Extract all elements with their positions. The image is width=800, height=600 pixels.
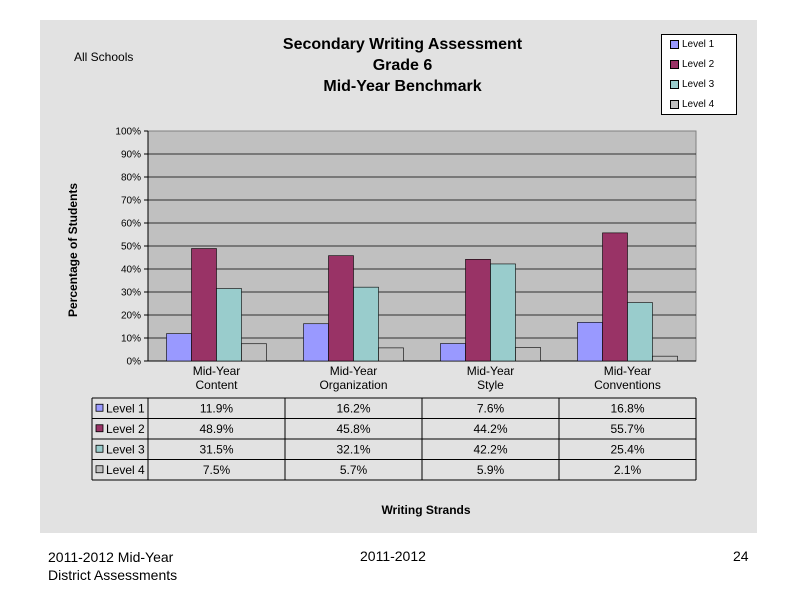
data-label: 5.7% xyxy=(340,463,368,477)
data-label: 55.7% xyxy=(610,422,644,436)
footer-left: 2011-2012 Mid-Year District Assessments xyxy=(48,548,177,584)
legend-swatch-level-1 xyxy=(670,40,679,49)
bar-level-1 xyxy=(440,343,466,362)
footer-left-line-2: District Assessments xyxy=(48,567,178,583)
y-tick-label: 100% xyxy=(115,127,141,138)
legend-item-level-1: Level 1 xyxy=(670,39,714,50)
legend-swatch-level-4 xyxy=(670,100,679,109)
legend-swatch-level-2 xyxy=(670,60,679,69)
bar-level-1 xyxy=(303,323,329,362)
table-row-label: Level 4 xyxy=(106,463,145,477)
data-label: 32.1% xyxy=(336,442,370,456)
table-swatch xyxy=(95,424,104,433)
x-tick-label: Organization xyxy=(319,378,387,392)
data-label: 45.8% xyxy=(336,422,370,436)
chart-title-line-2: Grade 6 xyxy=(372,57,433,74)
data-label: 5.9% xyxy=(477,463,505,477)
legend-label-level-1: Level 1 xyxy=(682,39,715,50)
table-row-label: Level 2 xyxy=(106,422,145,436)
y-tick-label: 60% xyxy=(121,219,141,230)
legend-item-level-3: Level 3 xyxy=(670,79,714,90)
x-tick-label: Conventions xyxy=(594,378,661,392)
data-label: 42.2% xyxy=(473,442,507,456)
legend-label-level-2: Level 2 xyxy=(682,59,715,70)
chart-title-line-1: Secondary Writing Assessment xyxy=(282,36,523,53)
chart-subtitle: All Schools xyxy=(74,50,134,64)
table-swatch xyxy=(95,465,104,474)
data-label: 11.9% xyxy=(200,401,233,415)
bar-level-3 xyxy=(353,286,379,362)
x-tick-label: Mid-Year xyxy=(330,364,378,378)
x-tick-label: Style xyxy=(477,378,504,392)
y-tick-label: 20% xyxy=(121,311,141,322)
legend-label-level-4: Level 4 xyxy=(682,99,715,110)
y-tick-label: 50% xyxy=(121,242,141,253)
data-label: 31.5% xyxy=(199,442,233,456)
data-label: 7.5% xyxy=(203,463,231,477)
page-number: 24 xyxy=(733,548,749,564)
x-tick-label: Mid-Year xyxy=(467,364,515,378)
data-label: 48.9% xyxy=(199,422,233,436)
table-row-label: Level 1 xyxy=(106,401,145,415)
table-row-label: Level 3 xyxy=(106,442,145,456)
y-tick-label: 40% xyxy=(121,265,141,276)
chart-legend: Level 1 Level 2 Level 3 Level 4 xyxy=(661,34,737,115)
bar-level-1 xyxy=(166,333,192,362)
bar-level-2 xyxy=(602,232,628,362)
legend-item-level-4: Level 4 xyxy=(670,99,714,110)
bar-level-1 xyxy=(577,322,603,362)
chart-title-line-3: Mid-Year Benchmark xyxy=(323,78,482,95)
bar-level-4 xyxy=(378,347,404,362)
data-label: 2.1% xyxy=(614,463,642,477)
x-tick-label: Mid-Year xyxy=(604,364,652,378)
bar-level-2 xyxy=(465,259,491,362)
data-label: 16.2% xyxy=(336,401,370,415)
x-tick-label: Mid-Year xyxy=(193,364,241,378)
bar-level-3 xyxy=(490,263,516,362)
bar-level-3 xyxy=(627,302,653,362)
table-swatch xyxy=(95,403,104,412)
y-tick-label: 30% xyxy=(121,288,141,299)
table-swatch xyxy=(95,444,104,453)
y-tick-label: 90% xyxy=(121,150,141,161)
bar-level-4 xyxy=(652,355,678,362)
footer-center: 2011-2012 xyxy=(360,548,426,564)
data-label: 16.8% xyxy=(610,401,644,415)
data-label: 44.2% xyxy=(473,422,507,436)
x-tick-label: Content xyxy=(195,378,238,392)
bar-level-2 xyxy=(328,255,354,362)
bar-level-4 xyxy=(241,343,267,362)
y-tick-label: 10% xyxy=(121,334,141,345)
bar-level-4 xyxy=(515,347,541,362)
footer-left-line-1: 2011-2012 Mid-Year xyxy=(48,549,174,565)
legend-item-level-2: Level 2 xyxy=(670,59,714,70)
x-axis-title: Writing Strands xyxy=(381,503,471,517)
bar-level-3 xyxy=(216,288,242,362)
bar-level-2 xyxy=(191,248,217,362)
y-tick-label: 0% xyxy=(127,357,142,368)
data-label: 25.4% xyxy=(610,442,644,456)
data-label: 7.6% xyxy=(477,401,505,415)
legend-swatch-level-3 xyxy=(670,80,679,89)
legend-label-level-3: Level 3 xyxy=(682,79,715,90)
y-tick-label: 70% xyxy=(121,196,141,207)
y-tick-label: 80% xyxy=(121,173,141,184)
